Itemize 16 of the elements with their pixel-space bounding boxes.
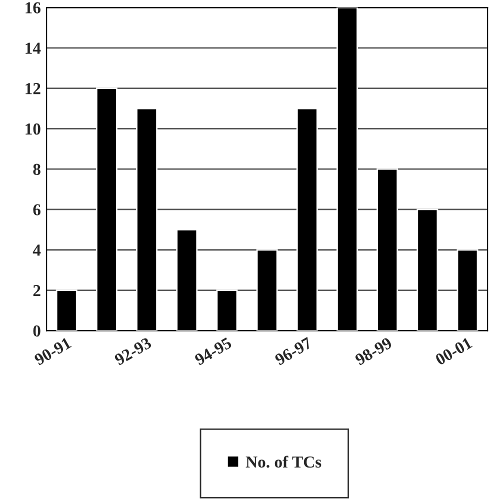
x-tick-label: 00-01 [434, 337, 473, 366]
y-tick-label: 2 [33, 285, 40, 296]
y-tick-label: 14 [26, 42, 41, 54]
x-tick-label: 96-97 [274, 336, 313, 366]
x-tick-label: 92-93 [114, 336, 152, 366]
legend-label: No. of TCs [246, 456, 322, 468]
x-tick-label: 94-95 [194, 336, 232, 366]
y-tick-label: 4 [32, 244, 41, 256]
x-tick-label: 90-91 [34, 337, 72, 366]
y-tick-label: 10 [26, 123, 40, 135]
y-tick-label: 6 [33, 204, 41, 216]
y-tick-label: 0 [33, 325, 40, 337]
x-tick-label: 98-99 [354, 336, 393, 366]
y-tick-label: 8 [33, 164, 40, 176]
y-tick-label: 12 [26, 83, 40, 94]
y-tick-label: 16 [26, 2, 41, 14]
